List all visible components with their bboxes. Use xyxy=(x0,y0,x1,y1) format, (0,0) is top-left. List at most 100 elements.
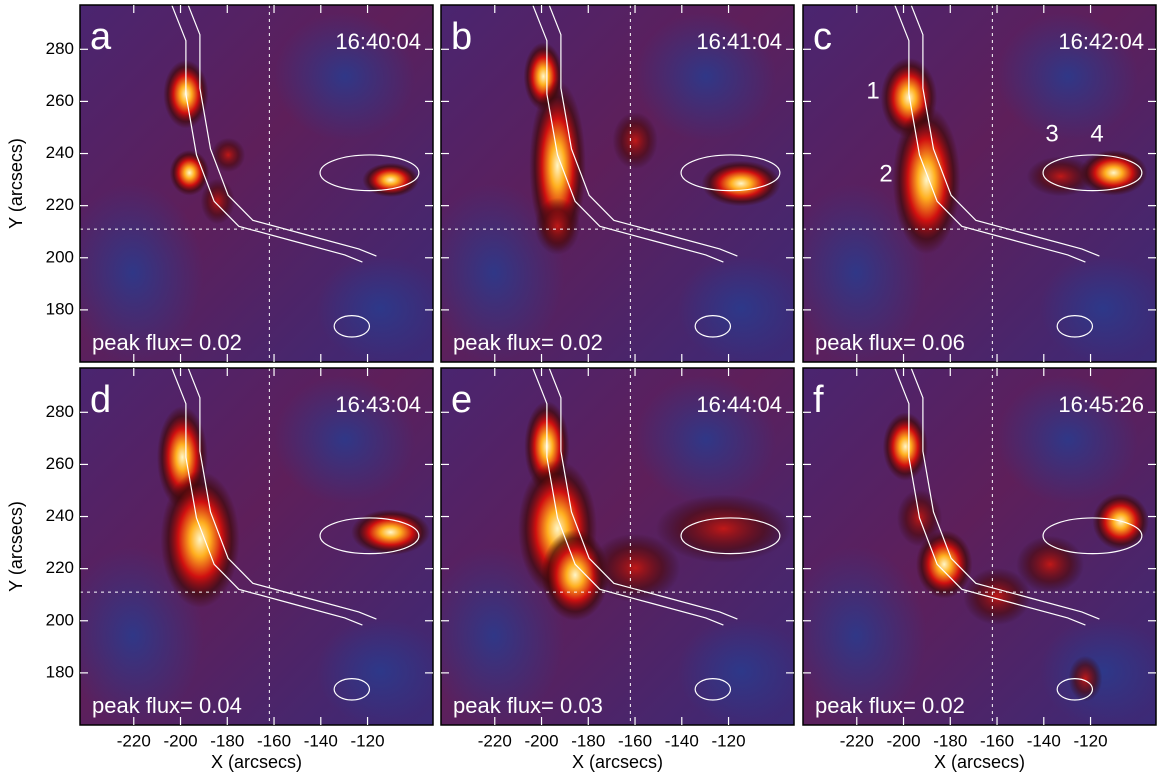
contour xyxy=(548,368,738,620)
background-patch xyxy=(997,12,1139,141)
contour xyxy=(187,5,377,257)
emission xyxy=(1026,156,1095,197)
y-tick-label: 260 xyxy=(46,454,74,473)
y-tick-label: 220 xyxy=(46,195,74,214)
x-tick-label: -160 xyxy=(980,731,1014,750)
image xyxy=(441,5,794,362)
y-tick-label: 200 xyxy=(46,610,74,629)
y-tick-label: 200 xyxy=(46,247,74,266)
contour xyxy=(694,677,732,701)
emission xyxy=(655,494,792,563)
panel-time: 16:40:04 xyxy=(335,29,421,54)
image xyxy=(803,368,1156,725)
x-tick-label: -140 xyxy=(665,731,699,750)
background-patch xyxy=(803,546,927,725)
x-tick-label: -180 xyxy=(210,731,244,750)
emission xyxy=(1068,655,1103,702)
background-patch xyxy=(1039,254,1156,362)
x-tick-label: -120 xyxy=(1074,731,1108,750)
y-tick-label: 280 xyxy=(46,402,74,421)
region-label: 3 xyxy=(1045,120,1058,147)
contour xyxy=(894,5,1086,263)
y-tick-label: 260 xyxy=(46,91,74,110)
background-patch xyxy=(274,12,416,141)
x-tick-label: -120 xyxy=(712,731,746,750)
x-axis-label: X (arcsecs) xyxy=(211,752,302,772)
panel: -220 -200 -180 -160 -140 -120 X (arcsecs) e 16:4… xyxy=(440,367,795,772)
x-tick-label: -180 xyxy=(571,731,605,750)
contour xyxy=(171,5,363,263)
emission xyxy=(211,137,246,173)
x-tick-label: -200 xyxy=(164,731,198,750)
panel: -220 -200 -180 -160 -140 -120 180 200 220 240 260 2… xyxy=(6,367,434,772)
emission xyxy=(541,529,610,621)
y-tick-label: 280 xyxy=(46,39,74,58)
image xyxy=(803,5,1156,362)
peak-flux: peak flux= 0.04 xyxy=(92,693,242,718)
panel: b 16:41:04 peak flux= 0.02 xyxy=(440,4,795,363)
x-axis-label: X (arcsecs) xyxy=(934,752,1025,772)
image xyxy=(441,368,794,725)
region-label: 1 xyxy=(866,77,879,104)
x-tick-label: -160 xyxy=(618,731,652,750)
x-tick-label: -220 xyxy=(840,731,874,750)
contour xyxy=(1042,154,1143,192)
contour xyxy=(333,314,371,338)
contour xyxy=(680,517,781,555)
frame xyxy=(440,4,795,363)
image xyxy=(80,5,433,362)
x-axis-label: X (arcsecs) xyxy=(572,752,663,772)
y-axis-label: Y (arcsecs) xyxy=(6,501,26,592)
background-patch xyxy=(677,617,794,725)
y-tick-label: 240 xyxy=(46,143,74,162)
y-tick-label: 180 xyxy=(46,299,74,318)
contour xyxy=(532,368,724,626)
y-axis-label: Y (arcsecs) xyxy=(6,138,26,229)
emission xyxy=(1016,535,1084,593)
contour xyxy=(319,517,420,555)
background-patch xyxy=(997,375,1139,504)
background-patch xyxy=(441,546,565,725)
image xyxy=(80,368,433,725)
contour xyxy=(548,5,738,257)
y-tick-label: 180 xyxy=(46,662,74,681)
frame xyxy=(79,367,434,726)
emission xyxy=(589,533,681,603)
contour xyxy=(187,368,377,620)
panel: c 16:42:04 peak flux= 0.06 1 2 3 4 xyxy=(802,4,1157,363)
region-label: 4 xyxy=(1090,120,1103,147)
contour xyxy=(1056,677,1094,701)
background-patch xyxy=(803,183,927,362)
frame xyxy=(802,4,1157,363)
panel: 180 200 220 240 260 280 Y (arcsecs) a 16:40:04 pe… xyxy=(6,4,434,363)
contour xyxy=(1042,517,1143,555)
panel-time: 16:41:04 xyxy=(696,29,782,54)
x-tick-label: -220 xyxy=(117,731,151,750)
emission xyxy=(534,197,581,255)
panel-time: 16:43:04 xyxy=(335,392,421,417)
x-tick-label: -160 xyxy=(257,731,291,750)
panel-time: 16:45:26 xyxy=(1058,392,1144,417)
y-tick-label: 240 xyxy=(46,506,74,525)
emission xyxy=(351,509,431,556)
peak-flux: peak flux= 0.02 xyxy=(92,330,242,355)
frame xyxy=(79,4,434,363)
panel-letter: c xyxy=(813,16,832,58)
region-label: 2 xyxy=(879,160,892,187)
peak-flux: peak flux= 0.02 xyxy=(453,330,603,355)
emission xyxy=(701,160,781,207)
contour xyxy=(1056,314,1094,338)
background-patch xyxy=(316,254,433,362)
emission xyxy=(892,105,961,255)
background-patch xyxy=(635,12,777,141)
panel-time: 16:42:04 xyxy=(1058,29,1144,54)
contour xyxy=(171,368,363,626)
x-tick-label: -200 xyxy=(887,731,921,750)
contour xyxy=(910,5,1100,257)
x-tick-label: -120 xyxy=(351,731,385,750)
panel-letter: e xyxy=(451,379,472,421)
background-patch xyxy=(80,546,204,725)
background-patch xyxy=(635,375,777,504)
panel-letter: a xyxy=(90,16,112,58)
